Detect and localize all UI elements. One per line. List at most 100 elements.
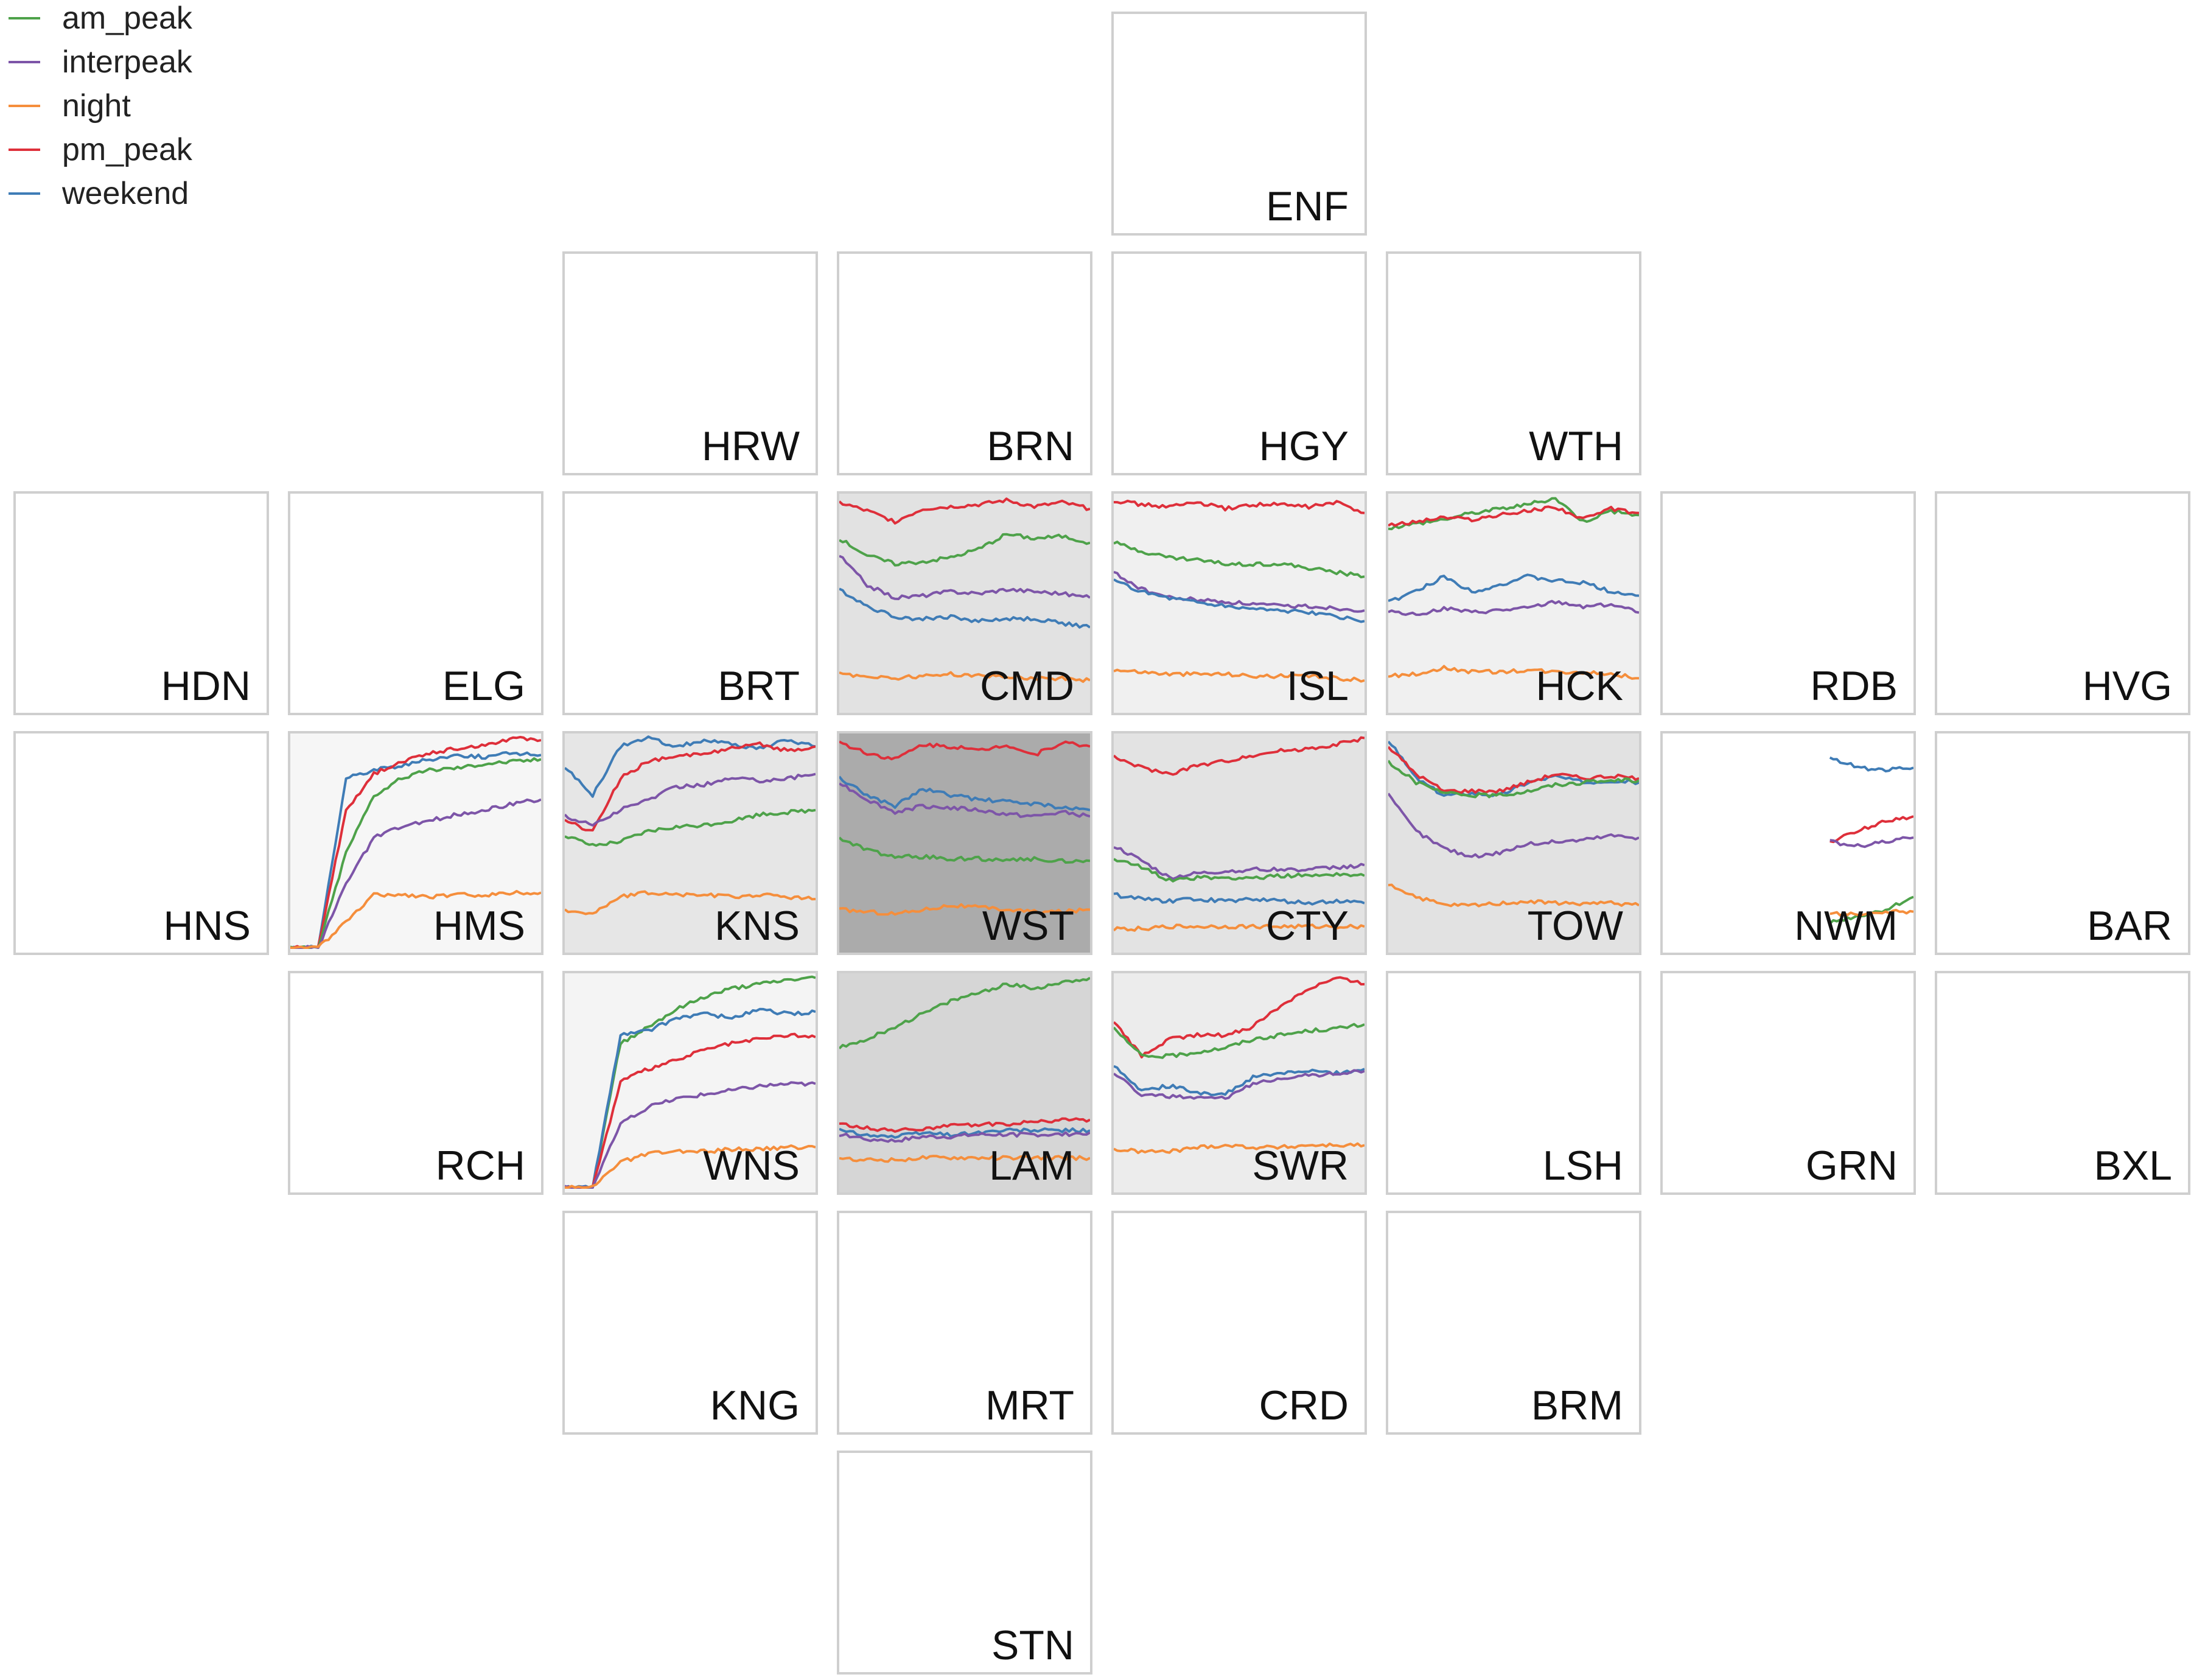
series-line-am_peak — [565, 808, 816, 847]
legend-item-weekend: weekend — [9, 175, 189, 212]
tile-label: BRN — [987, 423, 1074, 469]
series-line-weekend — [1829, 756, 1913, 772]
series-line-interpeak — [565, 1081, 816, 1189]
legend-item-interpeak: interpeak — [9, 44, 192, 80]
tile-label: ENF — [1266, 183, 1349, 229]
series-line-interpeak — [290, 798, 541, 949]
tile-plot — [1829, 756, 1913, 925]
series-line-pm_peak — [839, 740, 1090, 761]
tile-elg: ELG — [288, 491, 543, 715]
tile-tow: TOW — [1386, 731, 1641, 955]
tile-label: WTH — [1529, 423, 1623, 469]
tile-label: BXL — [2094, 1143, 2172, 1189]
series-line-interpeak — [839, 555, 1090, 600]
series-line-pm_peak — [1388, 746, 1639, 794]
series-line-am_peak — [1388, 497, 1639, 531]
tile-plot — [565, 975, 816, 1189]
tile-wns: WNS — [562, 971, 818, 1195]
tile-label: RDB — [1810, 663, 1898, 709]
series-line-pm_peak — [565, 741, 816, 831]
tile-wst: WST — [837, 731, 1092, 955]
series-line-weekend — [1114, 578, 1365, 623]
tile-kng: KNG — [562, 1211, 818, 1435]
series-line-weekend — [1388, 740, 1639, 797]
series-line-night — [1114, 923, 1365, 932]
tile-hck: HCK — [1386, 491, 1641, 715]
legend-item-am_peak: am_peak — [9, 0, 192, 37]
tile-cty: CTY — [1111, 731, 1367, 955]
tile-rch: RCH — [288, 971, 543, 1195]
tile-plot — [1388, 740, 1639, 908]
series-line-pm_peak — [1829, 815, 1913, 844]
series-line-interpeak — [1114, 1069, 1365, 1100]
tile-label: HRW — [701, 423, 800, 469]
legend-label: pm_peak — [62, 132, 192, 167]
tile-lsh: LSH — [1386, 971, 1641, 1195]
series-line-interpeak — [1388, 600, 1639, 616]
series-line-pm_peak — [565, 1032, 816, 1189]
series-line-interpeak — [839, 782, 1090, 818]
series-line-pm_peak — [839, 497, 1090, 525]
series-line-pm_peak — [290, 735, 541, 949]
tile-bxl: BXL — [1935, 971, 2190, 1195]
series-line-night — [1114, 668, 1365, 683]
tile-label: RCH — [435, 1143, 525, 1189]
tile-label: CRD — [1259, 1382, 1349, 1429]
series-line-weekend — [839, 587, 1090, 629]
tile-lam: LAM — [837, 971, 1092, 1195]
tile-label: SWR — [1252, 1143, 1349, 1189]
series-line-am_peak — [1388, 760, 1639, 799]
tile-label: KNG — [710, 1382, 800, 1429]
tile-label: LSH — [1542, 1143, 1623, 1189]
series-line-am_peak — [839, 976, 1090, 1049]
tile-hdn: HDN — [13, 491, 269, 715]
series-line-am_peak — [839, 836, 1090, 864]
tile-hrw: HRW — [562, 251, 818, 475]
series-line-weekend — [839, 1127, 1090, 1139]
tile-label: HMS — [433, 903, 525, 949]
tile-label: ELG — [442, 663, 525, 709]
series-line-weekend — [290, 751, 541, 949]
series-line-am_peak — [1114, 1023, 1365, 1059]
series-line-pm_peak — [1114, 976, 1365, 1059]
tile-label: HVG — [2082, 663, 2172, 709]
tile-label: TOW — [1527, 903, 1623, 949]
series-line-night — [1388, 883, 1639, 908]
series-line-night — [565, 1144, 816, 1189]
tile-nwm: NWM — [1660, 731, 1916, 955]
series-line-am_peak — [839, 533, 1090, 567]
series-line-pm_peak — [839, 1117, 1090, 1133]
tile-cmd: CMD — [837, 491, 1092, 715]
legend-label: interpeak — [62, 44, 192, 80]
legend-swatch-night — [9, 105, 40, 107]
tile-bar: BAR — [1935, 731, 2190, 955]
legend-item-pm_peak: pm_peak — [9, 131, 192, 168]
tile-enf: ENF — [1111, 12, 1367, 236]
tile-label: WNS — [703, 1143, 800, 1189]
series-line-pm_peak — [1388, 505, 1639, 527]
legend-label: night — [62, 88, 131, 124]
series-line-am_peak — [1114, 858, 1365, 883]
series-line-interpeak — [1388, 793, 1639, 859]
legend-swatch-weekend — [9, 192, 40, 195]
tile-brt: BRT — [562, 491, 818, 715]
tile-label: GRN — [1805, 1143, 1898, 1189]
tile-swr: SWR — [1111, 971, 1367, 1195]
legend-swatch-am_peak — [9, 17, 40, 19]
series-line-night — [1829, 909, 1913, 917]
tile-isl: ISL — [1111, 491, 1367, 715]
tile-label: ISL — [1286, 663, 1349, 709]
series-line-night — [1114, 1142, 1365, 1155]
tile-plot — [1114, 499, 1365, 683]
tile-hvg: HVG — [1935, 491, 2190, 715]
tile-plot — [1114, 736, 1365, 932]
tile-label: MRT — [985, 1382, 1074, 1429]
series-line-interpeak — [565, 772, 816, 827]
tile-mrt: MRT — [837, 1211, 1092, 1435]
series-line-weekend — [839, 775, 1090, 811]
tile-plot — [839, 976, 1090, 1163]
series-line-interpeak — [839, 1131, 1090, 1143]
series-line-night — [565, 890, 816, 915]
